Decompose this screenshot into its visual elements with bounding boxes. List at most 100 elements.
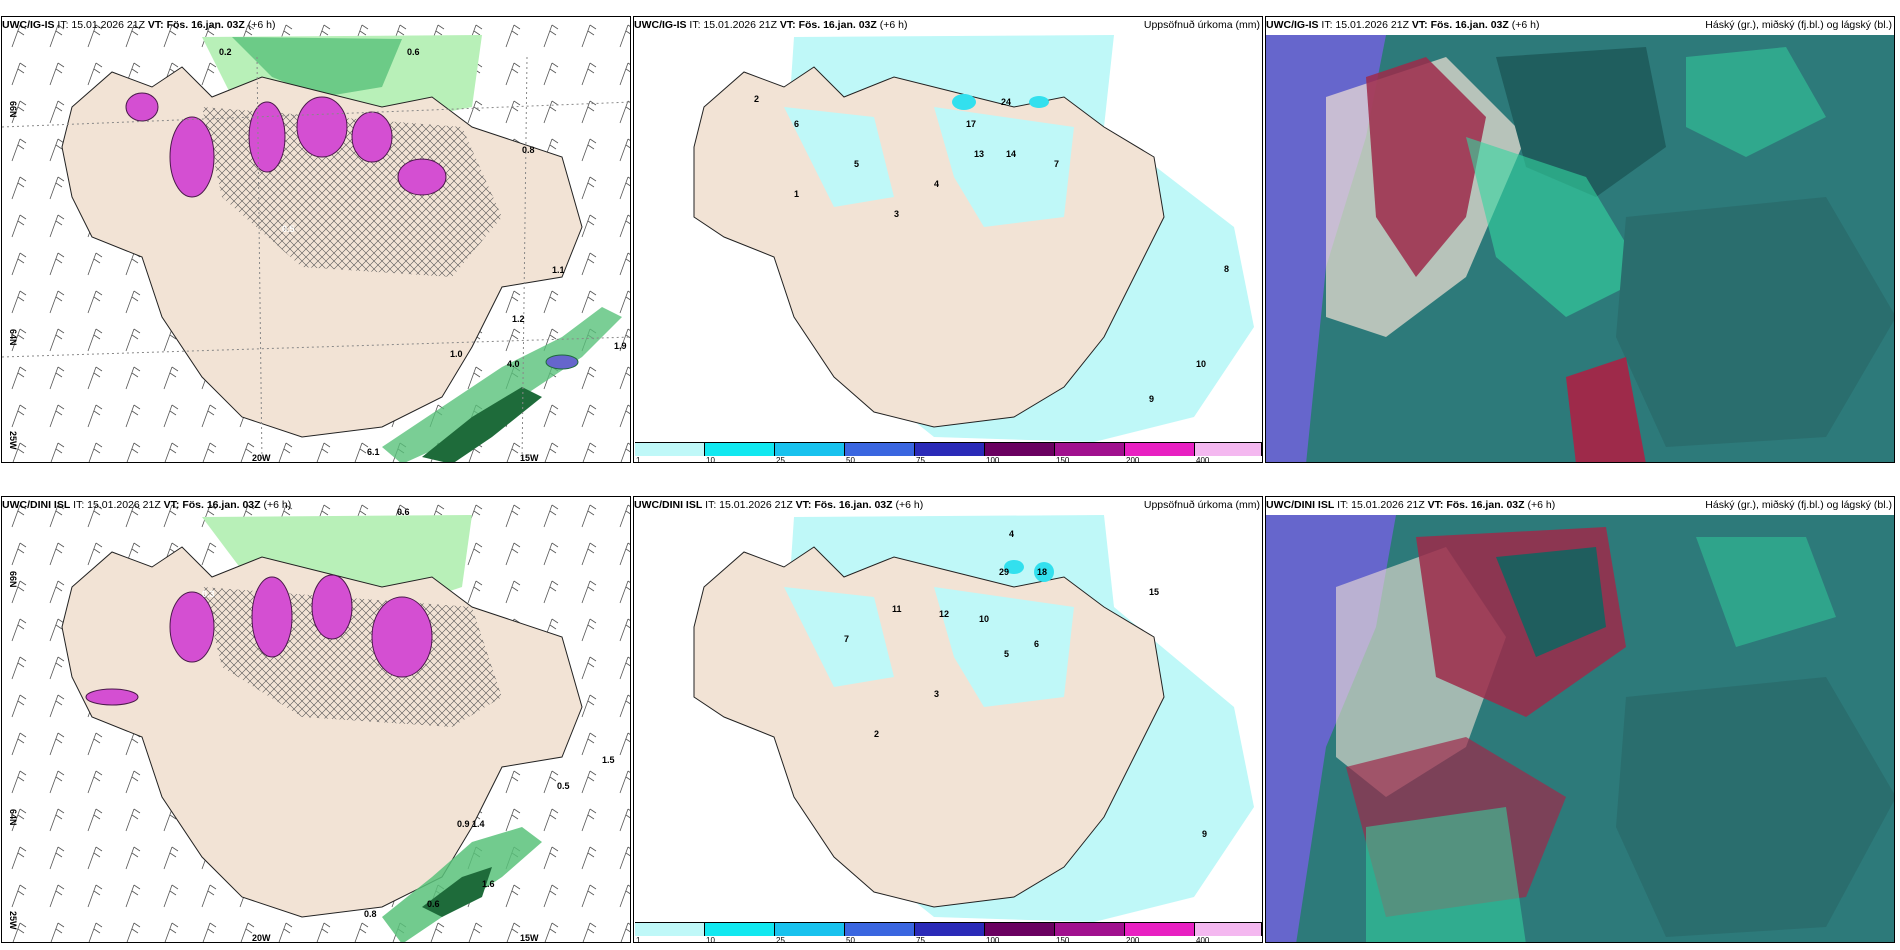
- colorbar-swatch: [775, 443, 845, 456]
- colorbar-swatch: [845, 443, 915, 456]
- value-label: 0.6: [397, 507, 410, 517]
- magenta-blob: [125, 92, 159, 122]
- cloud-teal: [1616, 677, 1894, 937]
- mid-precip-area: [1029, 96, 1049, 108]
- colorbar-tick: 100: [986, 456, 1000, 463]
- value-label: 1.6: [482, 879, 495, 889]
- value-label: 2: [754, 94, 759, 104]
- colorbar-swatch: [1125, 923, 1195, 936]
- value-label: 1.0: [450, 349, 463, 359]
- lon-label: 20W: [252, 453, 271, 463]
- colorbar-tick: 25: [776, 936, 785, 943]
- value-label: 5: [1004, 649, 1009, 659]
- panel-header: UWC/DINI ISL IT: 15.01.2026 21Z VT: Fös.…: [2, 499, 292, 511]
- cloud-bright: [1686, 47, 1826, 157]
- green-precip-dark: [422, 867, 492, 917]
- magenta-blob: [397, 158, 447, 196]
- colorbar-swatch: [635, 923, 705, 936]
- colorbar-swatch: [1125, 443, 1195, 456]
- value-label: 15: [1149, 587, 1159, 597]
- colorbar-tick: 400: [1196, 456, 1210, 463]
- value-label: 9: [1149, 394, 1154, 404]
- magenta-blob: [296, 96, 348, 158]
- colorbar-swatch: [775, 923, 845, 936]
- colorbar-swatch: [1055, 443, 1125, 456]
- wind-precip-map: 0.6 0.5 1.5 0.8 0.6 0.9 1.4 1.6 0.3 66N …: [2, 497, 630, 942]
- light-precip-area: [934, 587, 1074, 707]
- colorbar-swatch: [705, 923, 775, 936]
- magenta-blob: [169, 591, 215, 663]
- lat-label: 66N: [8, 571, 18, 588]
- light-precip-area: [784, 587, 894, 687]
- panel-header: UWC/IG-IS IT: 15.01.2026 21Z VT: Fös. 16…: [1266, 19, 1540, 31]
- colorbar-tick: 1: [636, 456, 641, 463]
- cloud-red: [1566, 357, 1646, 462]
- mid-precip-area: [1004, 560, 1024, 574]
- value-label: 10: [979, 614, 989, 624]
- value-label: 1.1: [552, 265, 565, 275]
- colorbar-swatch: [635, 443, 705, 456]
- value-label: 14: [1006, 149, 1016, 159]
- value-label: 1.5: [602, 755, 615, 765]
- cloud-bright: [1466, 137, 1646, 317]
- panel-top-middle: UWC/IG-IS IT: 15.01.2026 21Z VT: Fös. 16…: [633, 16, 1263, 463]
- value-label: 12: [939, 609, 949, 619]
- value-label: 2: [874, 729, 879, 739]
- light-precip-area: [934, 107, 1074, 227]
- panel-header: UWC/DINI ISL IT: 15.01.2026 21Z VT: Fös.…: [1266, 499, 1556, 511]
- value-label: 8: [1224, 264, 1229, 274]
- panel-bottom-middle: UWC/DINI ISL IT: 15.01.2026 21Z VT: Fös.…: [633, 496, 1263, 943]
- cloud-dark: [1496, 547, 1606, 657]
- panel-title: Háský (gr.), miðský (fj.bl.) og lágský (…: [1705, 19, 1892, 31]
- cloud-cover-map: [1266, 515, 1894, 942]
- lat-label: 64N: [8, 809, 18, 826]
- panel-header: UWC/DINI ISL IT: 15.01.2026 21Z VT: Fös.…: [634, 499, 924, 511]
- colorbar-tick: 150: [1056, 936, 1070, 943]
- panel-header: UWC/IG-IS IT: 15.01.2026 21Z VT: Fös. 16…: [634, 19, 908, 31]
- value-label: 0.8: [364, 909, 377, 919]
- value-label: 10: [1196, 359, 1206, 369]
- precip-accum-map: 4 29 18 15 11 12 10 5 6 7 9 2 3: [693, 515, 1254, 922]
- value-label: 4: [934, 179, 939, 189]
- cloud-bright: [1696, 537, 1836, 647]
- panel-bottom-right: UWC/DINI ISL IT: 15.01.2026 21Z VT: Fös.…: [1265, 496, 1895, 943]
- cloud-red: [1366, 57, 1486, 277]
- value-label: 13: [974, 149, 984, 159]
- cloud-bright: [1366, 807, 1526, 942]
- colorbar-tick: 400: [1196, 936, 1210, 943]
- colorbar-tick: 200: [1126, 456, 1140, 463]
- value-label: 24: [1001, 97, 1011, 107]
- lon-label: 25W: [8, 911, 18, 930]
- colorbar-swatch: [1055, 923, 1125, 936]
- mid-precip-area: [1034, 562, 1054, 582]
- value-label: 1.9: [614, 341, 627, 351]
- panel-top-left: UWC/IG-IS IT: 15.01.2026 21Z VT: Fös. 16…: [1, 16, 631, 463]
- value-label: 9: [1202, 829, 1207, 839]
- value-label: 6.1: [367, 447, 380, 457]
- value-label: 5: [854, 159, 859, 169]
- mid-precip-area: [952, 94, 976, 110]
- value-label: 0.2: [219, 47, 232, 57]
- colorbar-swatch: [845, 923, 915, 936]
- magenta-blob: [251, 576, 293, 658]
- lon-label: 15W: [520, 453, 539, 463]
- cloud-dark: [1496, 47, 1666, 197]
- value-label: 4: [1009, 529, 1014, 539]
- colorbar-tick: 75: [916, 936, 925, 943]
- green-precip-mid: [232, 37, 402, 97]
- lat-label: 66N: [8, 101, 18, 118]
- colorbar-tick: 10: [706, 456, 715, 463]
- cloud-cover-map: [1266, 35, 1894, 462]
- panel-header: UWC/IG-IS IT: 15.01.2026 21Z VT: Fös. 16…: [2, 19, 276, 31]
- value-label: 6: [794, 119, 799, 129]
- colorbar-swatch: [985, 923, 1055, 936]
- value-label: 7: [1054, 159, 1059, 169]
- colorbar-tick: 150: [1056, 456, 1070, 463]
- panel-bottom-left: UWC/DINI ISL IT: 15.01.2026 21Z VT: Fös.…: [1, 496, 631, 943]
- colorbar-tick: 100: [986, 936, 1000, 943]
- magenta-blob: [311, 574, 353, 640]
- value-label: 1.2: [512, 314, 525, 324]
- blue-blob: [545, 354, 579, 370]
- value-label: 0.9: [457, 819, 470, 829]
- precip-accum-map: 2 6 17 24 5 13 14 3 4 10 9 1 7 8: [693, 35, 1254, 442]
